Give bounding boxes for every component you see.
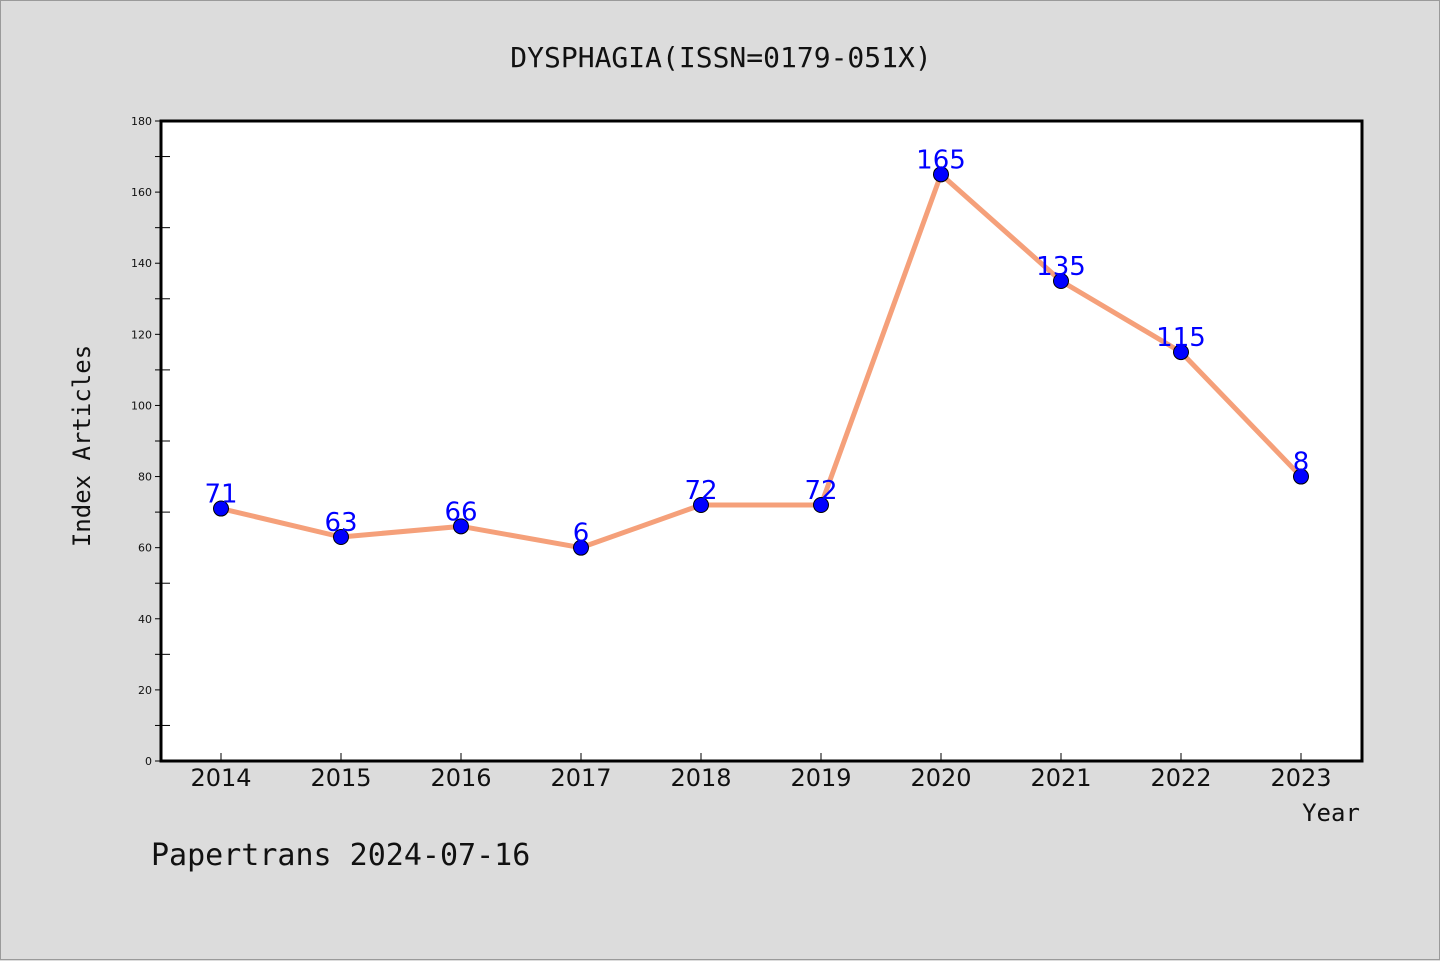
data-label: 135 <box>1036 252 1086 282</box>
y-tick-label: 180 <box>131 115 152 128</box>
x-axis-label: Year <box>1302 799 1360 827</box>
data-point <box>453 518 469 535</box>
x-tick-label: 2022 <box>1150 764 1211 792</box>
data-point <box>693 497 709 513</box>
x-axis: 2014 2015 2016 2017 2018 2019 2020 2021 2022 2023 <box>190 753 1332 792</box>
x-tick-label: 2023 <box>1270 764 1331 792</box>
x-tick-label: 2017 <box>550 764 611 792</box>
y-tick-label: 40 <box>138 613 152 626</box>
data-point <box>573 539 589 556</box>
data-point <box>213 500 229 517</box>
x-tick-label: 2016 <box>430 764 491 792</box>
data-label: 165 <box>916 145 966 175</box>
x-tick-label: 2019 <box>790 764 851 792</box>
data-label: 71 <box>204 480 237 510</box>
y-tick-label: 140 <box>131 257 152 270</box>
series-markers-group <box>213 166 1309 556</box>
y-tick-label: 60 <box>138 542 152 555</box>
y-tick-label: 120 <box>131 328 152 341</box>
data-point <box>813 497 829 513</box>
plot-area <box>161 121 1362 761</box>
data-label: 72 <box>804 476 837 506</box>
y-tick-label: 100 <box>131 399 152 412</box>
y-tick-label: 80 <box>138 471 152 484</box>
x-tick-label: 2020 <box>910 764 971 792</box>
series-line <box>218 171 1304 551</box>
data-label: 6 <box>573 519 590 549</box>
y-axis: 0 20 40 60 80 100 120 140 160 180 <box>131 115 170 768</box>
x-tick-label: 2014 <box>190 764 251 792</box>
x-tick-label: 2015 <box>310 764 371 792</box>
data-point <box>933 166 949 183</box>
y-tick-label: 0 <box>145 755 152 768</box>
data-point <box>1293 468 1309 485</box>
x-tick-label: 2018 <box>670 764 731 792</box>
data-label: 115 <box>1156 323 1206 353</box>
data-point <box>1173 344 1189 361</box>
y-axis-label: Index Articles <box>68 345 96 547</box>
data-label: 8 <box>1293 448 1310 478</box>
y-tick-label: 160 <box>131 186 152 199</box>
x-tick-label: 2021 <box>1030 764 1091 792</box>
footer-text: Papertrans 2024-07-16 <box>151 838 530 873</box>
data-point <box>1053 273 1069 289</box>
data-label: 63 <box>324 508 357 538</box>
plot-frame <box>159 119 1364 763</box>
data-point <box>333 529 349 545</box>
y-tick-label: 20 <box>138 684 152 697</box>
data-label: 66 <box>444 497 477 527</box>
series-line-group <box>218 171 1304 551</box>
data-label: 72 <box>684 476 717 506</box>
chart-title: DYSPHAGIA(ISSN=0179-051X) <box>510 41 931 74</box>
